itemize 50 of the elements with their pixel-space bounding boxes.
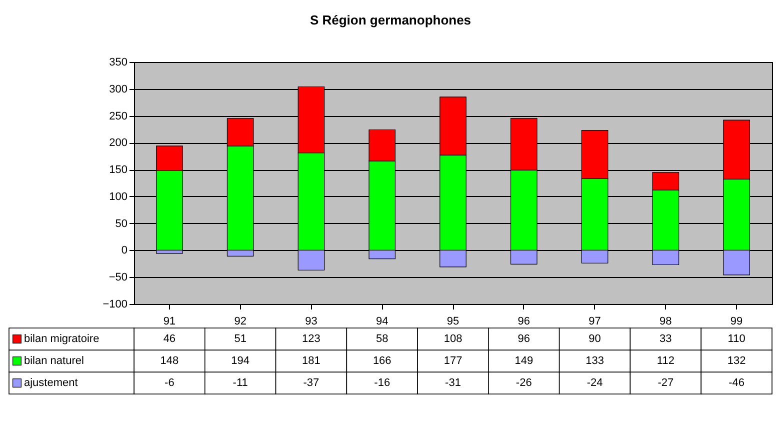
x-tick-label: 98 bbox=[660, 316, 672, 328]
data-label: 108 bbox=[444, 333, 462, 345]
data-label: -31 bbox=[445, 377, 461, 389]
data-label: 123 bbox=[302, 333, 320, 345]
data-label: 110 bbox=[728, 333, 746, 345]
data-label: -37 bbox=[303, 377, 320, 389]
y-tick-label: 50 bbox=[115, 218, 128, 230]
data-label: 132 bbox=[727, 355, 746, 367]
data-label: -27 bbox=[658, 377, 674, 389]
y-tick-label: 250 bbox=[109, 110, 128, 122]
y-tick-label: −100 bbox=[102, 298, 128, 310]
x-tick-label: 91 bbox=[163, 316, 176, 328]
y-tick-label: 200 bbox=[109, 137, 128, 150]
y-tick-label: 350 bbox=[109, 56, 128, 68]
data-label: 51 bbox=[234, 333, 246, 345]
y-tick-label: 150 bbox=[109, 164, 128, 176]
x-tick-label: 95 bbox=[446, 316, 460, 328]
y-tick-label: 0 bbox=[121, 244, 128, 257]
legend-label: bilan naturel bbox=[24, 355, 84, 367]
data-label: 96 bbox=[518, 333, 530, 345]
data-label: -46 bbox=[728, 377, 745, 389]
data-label: 33 bbox=[660, 333, 672, 345]
y-tick-label: 100 bbox=[109, 190, 128, 203]
data-label: 149 bbox=[514, 355, 534, 367]
chart-title: S Région germanophones bbox=[310, 12, 472, 28]
x-tick-label: 93 bbox=[305, 316, 318, 328]
data-label: -16 bbox=[374, 377, 390, 389]
x-tick-label: 94 bbox=[376, 316, 388, 328]
data-label: 58 bbox=[376, 333, 388, 345]
data-label: 148 bbox=[160, 355, 179, 367]
legend-label: bilan migratoire bbox=[24, 333, 100, 345]
data-label: -26 bbox=[516, 377, 532, 389]
data-label: 177 bbox=[444, 355, 462, 367]
data-label: 133 bbox=[586, 355, 604, 367]
x-tick-label: 99 bbox=[730, 316, 743, 328]
x-tick-label: 92 bbox=[234, 316, 246, 328]
x-tick-label: 96 bbox=[518, 316, 530, 328]
data-label: 112 bbox=[656, 355, 674, 367]
data-label: 194 bbox=[231, 355, 250, 367]
data-label: 166 bbox=[372, 355, 392, 367]
legend-label: ajustement bbox=[24, 377, 78, 389]
data-label: -6 bbox=[164, 377, 174, 389]
data-label: -24 bbox=[586, 377, 603, 389]
x-tick-label: 97 bbox=[588, 316, 601, 328]
data-label: -11 bbox=[232, 377, 248, 389]
data-label: 46 bbox=[163, 333, 176, 345]
y-tick-label: −50 bbox=[108, 272, 128, 284]
data-label: 181 bbox=[302, 355, 320, 367]
data-label: 90 bbox=[588, 333, 601, 345]
y-tick-label: 300 bbox=[109, 83, 128, 96]
